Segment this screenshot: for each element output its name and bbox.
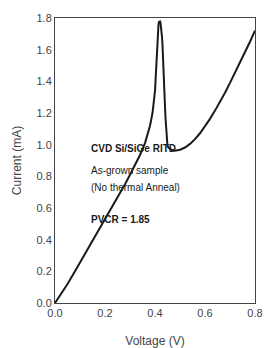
svg-text:1.8: 1.8 bbox=[37, 12, 52, 24]
svg-text:1.2: 1.2 bbox=[37, 107, 52, 119]
svg-text:As-grown sample: As-grown sample bbox=[91, 165, 169, 176]
svg-text:1.6: 1.6 bbox=[37, 44, 52, 56]
svg-text:CVD Si/SiGe RITD: CVD Si/SiGe RITD bbox=[91, 143, 176, 154]
svg-text:0.6: 0.6 bbox=[197, 307, 212, 319]
svg-text:0.4: 0.4 bbox=[37, 234, 52, 246]
svg-text:0.8: 0.8 bbox=[37, 170, 52, 182]
svg-text:(No thermal Anneal): (No thermal Anneal) bbox=[91, 182, 180, 193]
svg-text:Current (mA): Current (mA) bbox=[10, 126, 24, 195]
svg-text:Voltage (V): Voltage (V) bbox=[125, 334, 184, 348]
svg-text:0.8: 0.8 bbox=[247, 307, 262, 319]
svg-text:0.4: 0.4 bbox=[147, 307, 162, 319]
svg-text:1.4: 1.4 bbox=[37, 75, 52, 87]
svg-text:0.0: 0.0 bbox=[47, 307, 62, 319]
svg-text:PVCR = 1.85: PVCR = 1.85 bbox=[91, 214, 150, 225]
svg-text:0.2: 0.2 bbox=[37, 265, 52, 277]
svg-text:0.6: 0.6 bbox=[37, 202, 52, 214]
svg-text:1.0: 1.0 bbox=[37, 139, 52, 151]
svg-text:0.2: 0.2 bbox=[97, 307, 112, 319]
svg-text:0.0: 0.0 bbox=[37, 297, 52, 309]
